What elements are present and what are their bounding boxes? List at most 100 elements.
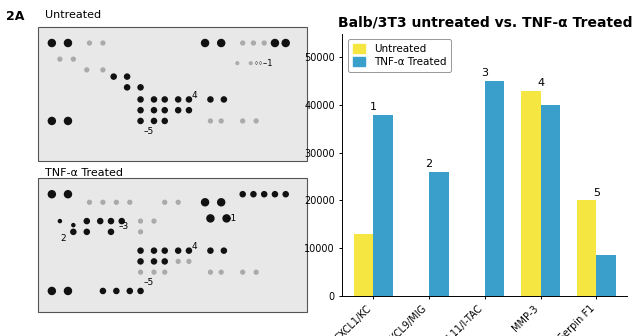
Ellipse shape <box>139 270 143 274</box>
Ellipse shape <box>128 200 132 204</box>
Ellipse shape <box>163 200 166 204</box>
Text: 5: 5 <box>593 187 600 198</box>
Ellipse shape <box>208 97 213 102</box>
Ellipse shape <box>152 219 156 223</box>
Text: –5: –5 <box>143 127 154 136</box>
Ellipse shape <box>209 270 212 274</box>
Ellipse shape <box>241 270 244 274</box>
Ellipse shape <box>208 248 213 253</box>
Ellipse shape <box>101 41 105 45</box>
Ellipse shape <box>254 119 258 123</box>
Ellipse shape <box>207 215 214 222</box>
Ellipse shape <box>186 108 191 113</box>
Ellipse shape <box>152 270 156 274</box>
Ellipse shape <box>108 218 113 224</box>
Ellipse shape <box>88 41 92 45</box>
Ellipse shape <box>252 41 255 45</box>
Ellipse shape <box>152 118 157 124</box>
Ellipse shape <box>283 192 288 197</box>
Ellipse shape <box>84 218 90 224</box>
Ellipse shape <box>220 119 223 123</box>
Ellipse shape <box>221 248 227 253</box>
Ellipse shape <box>175 97 180 102</box>
Ellipse shape <box>186 97 191 102</box>
Ellipse shape <box>250 62 252 65</box>
Bar <box>353 234 373 296</box>
Ellipse shape <box>240 192 245 197</box>
Ellipse shape <box>65 118 72 124</box>
Ellipse shape <box>138 259 143 264</box>
Ellipse shape <box>152 108 157 113</box>
Ellipse shape <box>271 40 278 46</box>
Ellipse shape <box>71 229 76 235</box>
Ellipse shape <box>262 192 267 197</box>
Ellipse shape <box>139 230 143 234</box>
Ellipse shape <box>186 248 191 253</box>
Text: 2: 2 <box>426 159 433 169</box>
Ellipse shape <box>125 74 130 79</box>
Ellipse shape <box>139 219 143 223</box>
Bar <box>541 105 560 296</box>
Ellipse shape <box>108 229 113 235</box>
Ellipse shape <box>218 40 225 46</box>
Ellipse shape <box>152 97 157 102</box>
Text: –5: –5 <box>143 279 154 287</box>
Ellipse shape <box>138 97 143 102</box>
Ellipse shape <box>101 200 105 204</box>
Ellipse shape <box>162 118 167 124</box>
Ellipse shape <box>262 41 266 45</box>
Bar <box>577 200 596 296</box>
Ellipse shape <box>119 218 124 224</box>
Ellipse shape <box>98 218 103 224</box>
Ellipse shape <box>209 119 212 123</box>
Ellipse shape <box>176 259 180 263</box>
Text: 4: 4 <box>191 242 197 251</box>
Bar <box>485 81 504 296</box>
Ellipse shape <box>187 259 191 263</box>
Text: 1: 1 <box>370 102 376 112</box>
Ellipse shape <box>49 191 56 198</box>
Ellipse shape <box>223 215 230 222</box>
Text: –3: –3 <box>119 222 129 231</box>
Bar <box>38 27 307 161</box>
Ellipse shape <box>65 191 72 198</box>
Ellipse shape <box>202 199 209 206</box>
Ellipse shape <box>58 57 62 61</box>
Ellipse shape <box>163 270 166 274</box>
Ellipse shape <box>88 200 92 204</box>
Ellipse shape <box>138 85 143 90</box>
Ellipse shape <box>176 200 180 204</box>
Ellipse shape <box>152 259 157 264</box>
Ellipse shape <box>49 40 56 46</box>
Ellipse shape <box>241 119 244 123</box>
Text: 3: 3 <box>481 69 488 78</box>
Ellipse shape <box>162 248 167 253</box>
Bar <box>596 255 616 296</box>
Ellipse shape <box>49 118 56 124</box>
Bar <box>38 178 307 312</box>
Ellipse shape <box>138 288 143 294</box>
Ellipse shape <box>72 57 76 61</box>
Ellipse shape <box>220 270 223 274</box>
Ellipse shape <box>111 74 116 79</box>
Text: –1: –1 <box>227 214 237 223</box>
Ellipse shape <box>254 270 258 274</box>
Text: 2: 2 <box>60 234 65 243</box>
Ellipse shape <box>115 200 118 204</box>
Bar <box>521 91 541 296</box>
Text: Untreated: Untreated <box>45 10 101 20</box>
Ellipse shape <box>114 288 119 294</box>
Text: 2A: 2A <box>6 10 25 23</box>
Ellipse shape <box>251 192 256 197</box>
Ellipse shape <box>162 97 167 102</box>
Legend: Untreated, TNF-α Treated: Untreated, TNF-α Treated <box>348 39 451 72</box>
Ellipse shape <box>175 108 180 113</box>
Ellipse shape <box>162 259 167 264</box>
Ellipse shape <box>65 288 72 294</box>
Text: TNF-α Treated: TNF-α Treated <box>45 168 123 178</box>
Ellipse shape <box>175 248 180 253</box>
Ellipse shape <box>49 288 56 294</box>
Ellipse shape <box>282 40 289 46</box>
Ellipse shape <box>138 248 143 253</box>
Ellipse shape <box>162 108 167 113</box>
